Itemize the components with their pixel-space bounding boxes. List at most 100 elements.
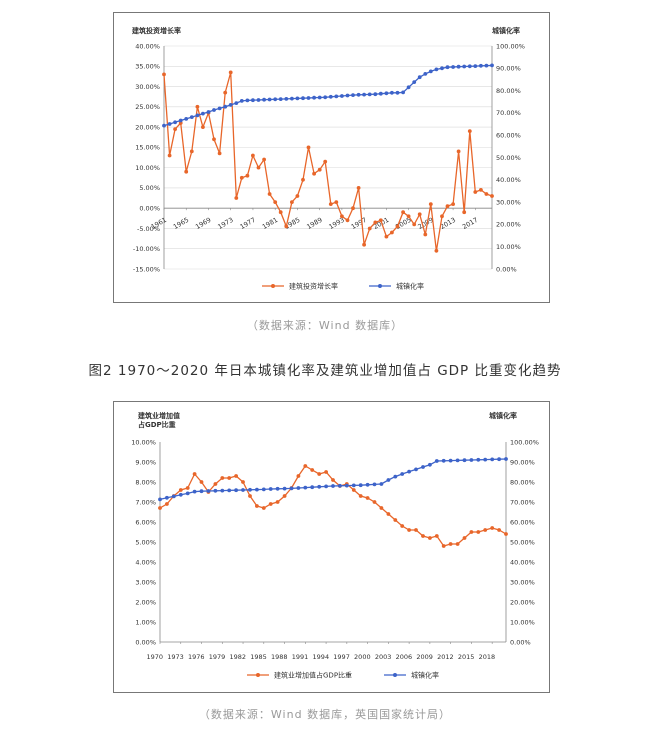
chart2-series-0-point: [331, 478, 335, 482]
chart1-series-1-point: [195, 113, 200, 118]
chart1-series-0-point: [245, 173, 250, 178]
chart2-series-0-point: [275, 500, 280, 504]
chart2-series-1-point: [462, 458, 467, 463]
chart2-series-1-point: [317, 484, 322, 489]
chart2-series-1-point: [407, 469, 411, 474]
chart1-series-1-point: [228, 103, 233, 107]
chart1-y-right-tick: 90.00%: [496, 65, 521, 73]
chart1-series-1-point: [473, 64, 478, 68]
chart1-series-1-point: [395, 90, 400, 95]
chart1-series-0-point: [467, 129, 472, 133]
chart1-series-0-point: [390, 230, 394, 235]
chart1-y-left-tick: 20.00%: [135, 123, 160, 131]
chart1-y-left-tick: -10.00%: [133, 245, 160, 253]
chart2-series-1-point: [165, 495, 169, 500]
chart2-series-1-point: [171, 494, 176, 499]
chart2-series-1-point: [206, 489, 211, 493]
chart2-y-right-tick: 70.00%: [510, 498, 535, 506]
chart2-svg: 10.00% 9.00% 8.00% 7.00% 6.00% 5.00% 4.00% 3.00…: [131, 411, 539, 680]
chart2-x-tick-label: 2018: [479, 653, 496, 661]
chart2-series-0-point: [414, 528, 418, 532]
chart1-series-0-point: [239, 175, 244, 180]
chart2-series-0-point: [421, 534, 425, 538]
chart2-x-tick-label: 1982: [229, 653, 246, 661]
chart2-series-1-point: [428, 462, 432, 467]
chart2-series-0-point: [199, 480, 204, 484]
chart1-series-0-point: [479, 188, 483, 192]
chart1-series-1-point: [412, 80, 417, 84]
chart2-series-1-point: [351, 483, 356, 488]
chart2-series-0-point: [248, 494, 252, 498]
chart2-series-1-point: [178, 492, 183, 497]
chart2-x-tick-label: 1991: [292, 653, 309, 661]
chart2-series-1-point: [372, 482, 377, 487]
chart2-series-0-point: [213, 482, 218, 486]
chart1-y-left-tick: 35.00%: [135, 63, 160, 71]
chart1-series-1-point: [162, 123, 166, 128]
chart2-y-right-title: 城镇化率: [489, 411, 517, 420]
chart1-series-1-point: [445, 65, 450, 70]
chart2-series-1-point: [434, 459, 439, 463]
chart1-series-0-point: [345, 218, 350, 223]
chart1-series-1-point: [423, 72, 428, 76]
chart2-series-1-point: [365, 482, 370, 487]
chart2-legend-marker: [256, 673, 260, 677]
chart1-series-0-point: [323, 159, 328, 164]
chart2-series-0-point: [358, 494, 363, 498]
chart1-series-1-point: [323, 95, 328, 100]
chart1-series-1-point: [212, 108, 216, 112]
chart1-y-right-tick: 0.00%: [496, 265, 517, 273]
chart2-y-left-tick: 3.00%: [135, 578, 156, 586]
chart1-series-0-point: [417, 212, 422, 217]
chart1-series-1-point: [312, 95, 316, 100]
chart2-series-0-point: [255, 504, 259, 508]
chart1-series-0-point: [217, 151, 222, 156]
chart1-series-1-point: [373, 92, 378, 97]
chart2-series-0-point: [324, 470, 328, 474]
chart2-legend-label: 建筑业增加值占GDP比重: [274, 671, 352, 680]
chart2-x-tick-label: 1988: [271, 653, 288, 661]
chart1-series-0-point: [167, 153, 172, 158]
chart1-series-0-point: [473, 190, 478, 194]
chart2-series-0-point: [441, 544, 446, 548]
chart2-y-left-tick: 6.00%: [135, 518, 156, 526]
chart1-series-1-point: [217, 106, 222, 111]
chart2-series-0-point: [407, 528, 411, 532]
chart2-y-left-tick: 0.00%: [135, 638, 156, 646]
chart1-series-0-line: [163, 72, 493, 251]
chart2-series-0-point: [296, 474, 301, 478]
chart2-series-0-point: [158, 506, 162, 510]
chart2-series-0-point: [372, 500, 377, 504]
chart1-series-1-point: [456, 64, 461, 69]
chart2-series-1-point: [282, 486, 287, 491]
chart1-series-0-point: [201, 125, 205, 129]
chart1-series-1-point: [317, 95, 322, 100]
chart1-series-1-point: [173, 120, 177, 125]
chart2-series-0-point: [497, 528, 501, 532]
chart1-series-0-point: [290, 200, 294, 205]
chart2-series-1-point: [324, 484, 328, 489]
chart2-series-1-point: [220, 488, 225, 493]
chart1-y-left-tick: 10.00%: [135, 164, 160, 172]
chart2-series-1-point: [185, 491, 190, 496]
chart1-series-1-point: [184, 117, 189, 121]
chart2-y-right-tick: 40.00%: [510, 558, 535, 566]
chart2-series-0-point: [351, 488, 356, 492]
chart1-series-0-point: [278, 210, 283, 215]
chart1-legend-marker: [378, 284, 382, 288]
chart2-series-1-point: [441, 458, 446, 463]
chart1-series-1-point: [467, 64, 472, 69]
chart1-y-left-tick: 15.00%: [135, 144, 160, 152]
chart1-series-0-point: [295, 194, 300, 198]
chart2-x-tick-label: 1979: [209, 653, 226, 661]
chart1-series-1-point: [340, 94, 344, 98]
chart2-series-1-point: [158, 497, 162, 502]
chart1-series-0-point: [256, 165, 261, 170]
chart1-series-1-point: [490, 63, 494, 68]
chart1-series-0-point: [195, 104, 200, 109]
chart1-series-0-point: [312, 171, 316, 176]
chart1-series-1-point: [295, 96, 300, 101]
chart1-y-right-tick: 10.00%: [496, 243, 521, 251]
chart1-legend-label: 城镇化率: [396, 282, 424, 291]
chart1-y-left-title: 建筑投资增长率: [132, 26, 181, 35]
